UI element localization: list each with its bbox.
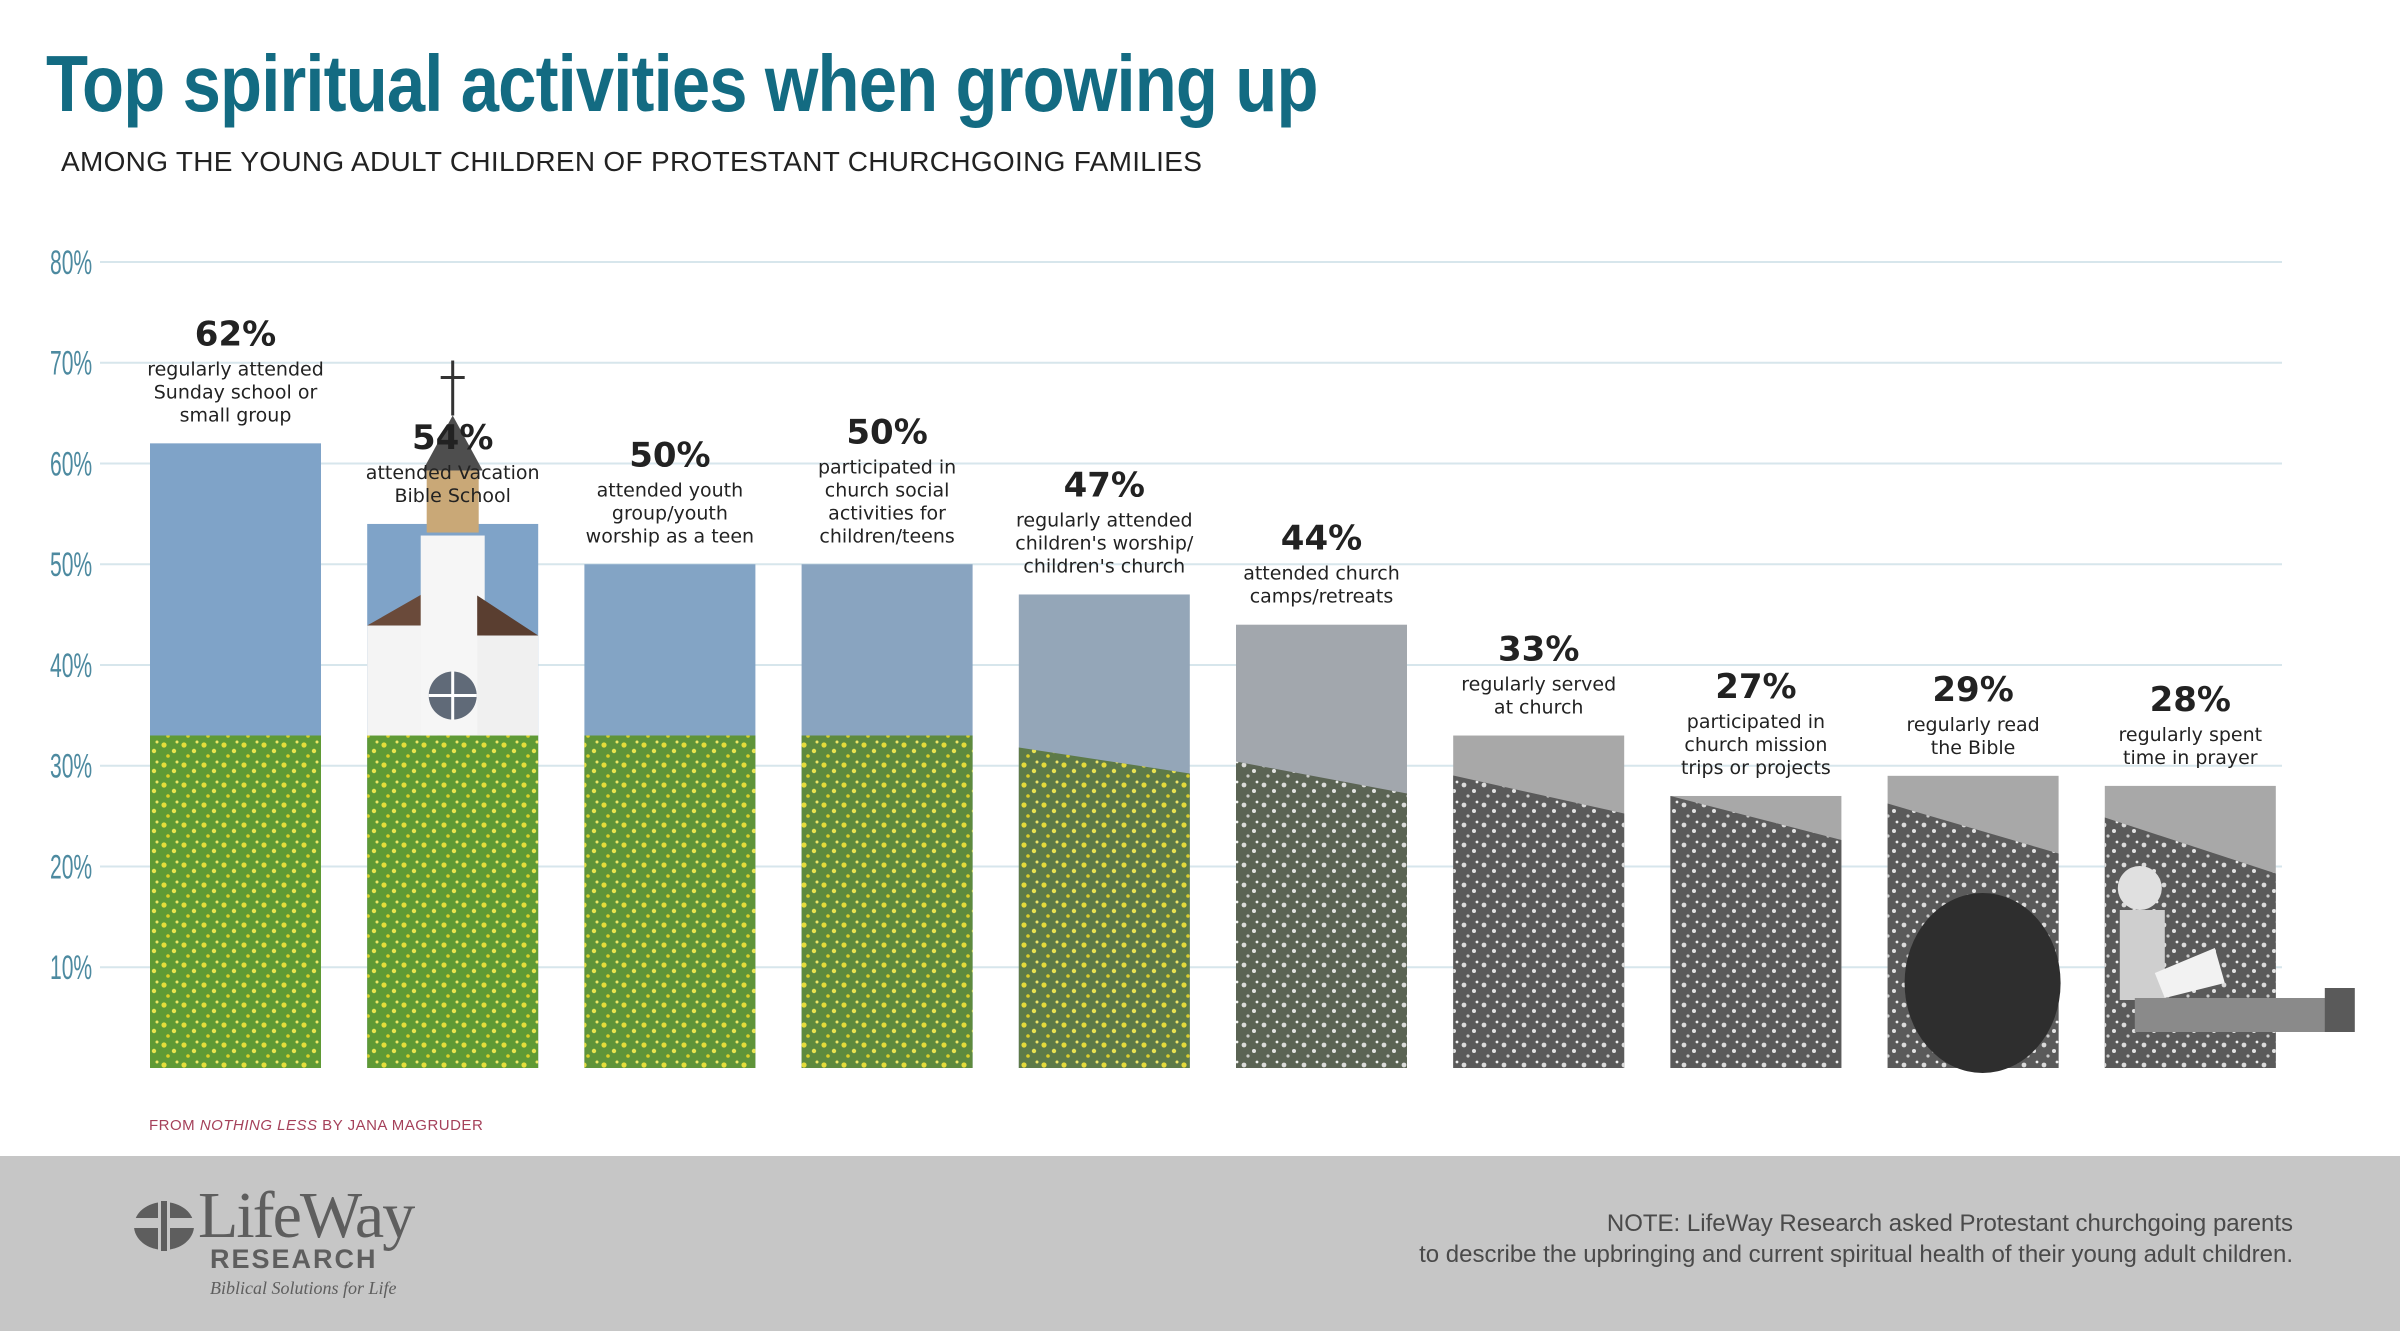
- bar-flowers: [801, 735, 973, 1068]
- bar-value-label: 50%: [846, 412, 927, 452]
- bar-description-label: at church: [1494, 697, 1584, 719]
- y-tick-label: 80%: [50, 243, 92, 281]
- bar-flowers: [150, 735, 321, 1068]
- bar-description-label: worship as a teen: [586, 525, 754, 547]
- bar-description-label: attended youth: [597, 479, 744, 501]
- bar-value-label: 50%: [629, 435, 710, 475]
- bar-description-label: children/teens: [819, 525, 954, 547]
- bar-description-label: church mission: [1684, 734, 1827, 756]
- y-tick-label: 70%: [50, 343, 92, 381]
- bar-description-label: church social: [825, 479, 950, 501]
- bar-description-label: regularly attended: [1016, 509, 1193, 531]
- footer-note: NOTE: LifeWay Research asked Protestant …: [1419, 1208, 2293, 1270]
- bar-description-label: Sunday school or: [154, 381, 318, 403]
- y-tick-label: 60%: [50, 444, 92, 482]
- bar-description-label: attended church: [1243, 563, 1400, 585]
- bar-value-label: 33%: [1498, 630, 1579, 670]
- bar-flowers: [1236, 761, 1407, 1068]
- chart-title: Top spiritual activities when growing up: [46, 39, 1318, 128]
- bar-description-label: group/youth: [612, 502, 728, 524]
- bar-flowers: [1018, 747, 1190, 1068]
- source-book-title: NOTHING LESS: [199, 1117, 318, 1134]
- bar-description-label: camps/retreats: [1250, 586, 1394, 608]
- bar-description-label: regularly attended: [147, 358, 324, 380]
- bar-description-label: children's church: [1023, 555, 1185, 577]
- bar-flowers: [1453, 775, 1625, 1068]
- bar-value-label: 54%: [412, 418, 493, 458]
- note-line-2: to describe the upbringing and current s…: [1419, 1241, 2293, 1268]
- bar-description-label: trips or projects: [1681, 757, 1831, 779]
- child-reading-icon: [2117, 866, 2355, 1032]
- lifeway-logo[interactable]: LifeWay RESEARCH Biblical Solutions for …: [132, 1179, 452, 1306]
- bar-value-label: 29%: [1932, 670, 2013, 710]
- chart-subtitle: AMONG THE YOUNG ADULT CHILDREN OF PROTES…: [61, 146, 1203, 177]
- y-tick-label: 40%: [50, 646, 92, 684]
- bar-description-label: the Bible: [1931, 737, 2016, 759]
- bar-description-label: participated in: [818, 456, 956, 478]
- logo-tagline: Biblical Solutions for Life: [210, 1278, 397, 1298]
- church-icon: [367, 360, 539, 736]
- source-prefix: FROM: [149, 1117, 200, 1134]
- bar-value-label: 62%: [195, 314, 276, 354]
- logo-research: RESEARCH: [210, 1244, 378, 1274]
- lifeway-cross-icon: [134, 1198, 194, 1254]
- bar-flowers: [367, 735, 539, 1068]
- bar-description-label: small group: [180, 404, 292, 426]
- bar-description-label: regularly served: [1461, 674, 1616, 696]
- bar-description-label: activities for: [828, 502, 946, 524]
- bar-value-label: 44%: [1281, 519, 1362, 559]
- bar-value-label: 27%: [1715, 667, 1796, 707]
- footer: LifeWay RESEARCH Biblical Solutions for …: [0, 1156, 2400, 1331]
- logo-wordmark: LifeWay: [198, 1179, 415, 1252]
- bar-flowers: [1670, 795, 1842, 1068]
- note-line-1: NOTE: LifeWay Research asked Protestant …: [1606, 1210, 2293, 1237]
- bar-chart: 10% 20% 30% 40% 50% 60% 70% 80% 62% regularly at…: [50, 243, 2355, 1073]
- bar-description-label: time in prayer: [2123, 747, 2258, 769]
- y-tick-label: 50%: [50, 545, 92, 583]
- bar-description-label: Bible School: [394, 485, 510, 507]
- rock-icon: [1904, 893, 2061, 1073]
- y-tick-label: 30%: [50, 746, 92, 784]
- bar-description-label: attended Vacation: [366, 462, 540, 484]
- bar-flowers: [584, 735, 756, 1068]
- bar-description-label: regularly spent: [2118, 724, 2262, 746]
- source-credit: FROM NOTHING LESS BY JANA MAGRUDER: [149, 1117, 483, 1134]
- bar-value-label: 28%: [2150, 680, 2231, 720]
- bar-value-label: 47%: [1064, 465, 1145, 505]
- bar-description-label: children's worship/: [1015, 532, 1194, 554]
- y-tick-label: 10%: [50, 948, 92, 986]
- bar-description-label: participated in: [1687, 711, 1825, 733]
- bar-description-label: regularly read: [1906, 714, 2039, 736]
- source-suffix: BY JANA MAGRUDER: [317, 1117, 484, 1134]
- y-axis: 10% 20% 30% 40% 50% 60% 70% 80%: [50, 243, 92, 987]
- y-tick-label: 20%: [50, 847, 92, 885]
